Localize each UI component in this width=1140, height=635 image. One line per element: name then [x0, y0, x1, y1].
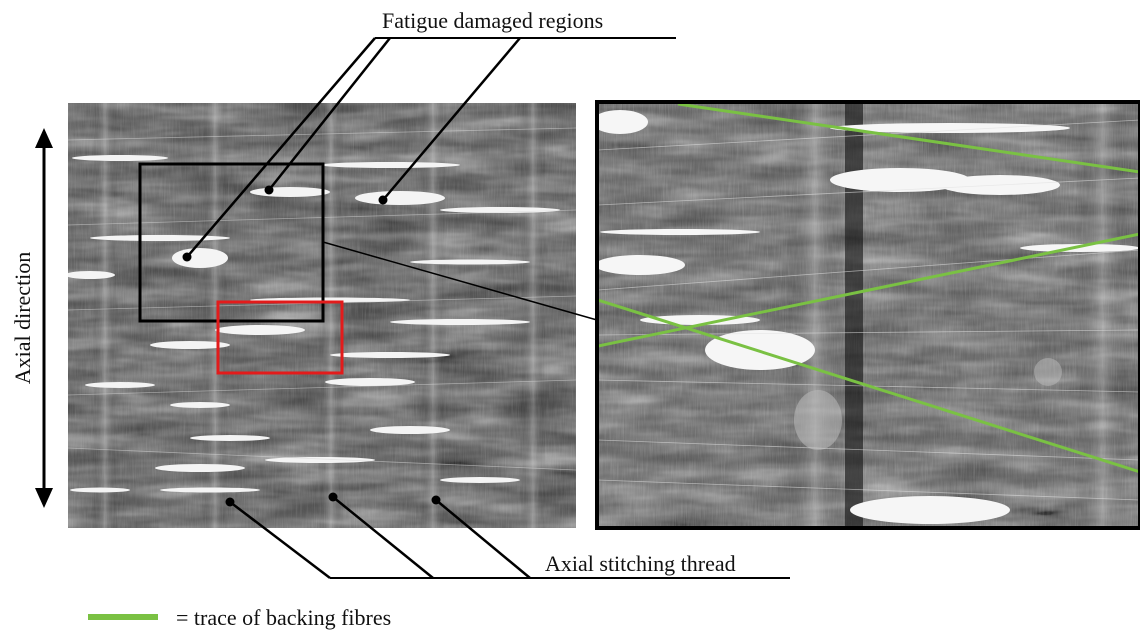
axial-stitching-thread-label: Axial stitching thread — [545, 551, 736, 576]
fibre-lines-right — [598, 119, 1140, 501]
red-highlight-box — [216, 300, 344, 375]
right-micrograph — [598, 103, 1140, 528]
backing-fibre-traces — [598, 103, 1140, 474]
axial-direction-label: Axial direction — [10, 252, 35, 385]
legend: = trace of backing fibres — [88, 605, 391, 630]
right-micrograph-frame — [595, 100, 1140, 530]
fatigue-damaged-regions-label: Fatigue damaged regions — [382, 8, 603, 33]
damage-streaks-left — [68, 155, 560, 493]
leader-dot — [378, 195, 388, 205]
leader-dot — [264, 185, 274, 195]
legend-text: = trace of backing fibres — [176, 605, 391, 630]
stitching-label-group: Axial stitching thread — [225, 492, 790, 579]
zoom-connectors — [322, 241, 598, 321]
leader-dot — [328, 492, 338, 502]
backing-fibre-trace-3 — [598, 298, 1140, 474]
backing-fibre-trace-1 — [677, 103, 1140, 174]
fatigue-label-group: Fatigue damaged regions — [182, 8, 676, 262]
stitch-columns-left — [92, 103, 546, 528]
stitch-columns-right — [785, 103, 1130, 528]
leader-dot — [225, 497, 235, 507]
left-micrograph — [68, 103, 576, 528]
leader-dot — [182, 252, 192, 262]
leader-dot — [431, 495, 441, 505]
axial-direction-arrow — [35, 128, 53, 508]
damage-streaks-right — [598, 110, 1140, 524]
